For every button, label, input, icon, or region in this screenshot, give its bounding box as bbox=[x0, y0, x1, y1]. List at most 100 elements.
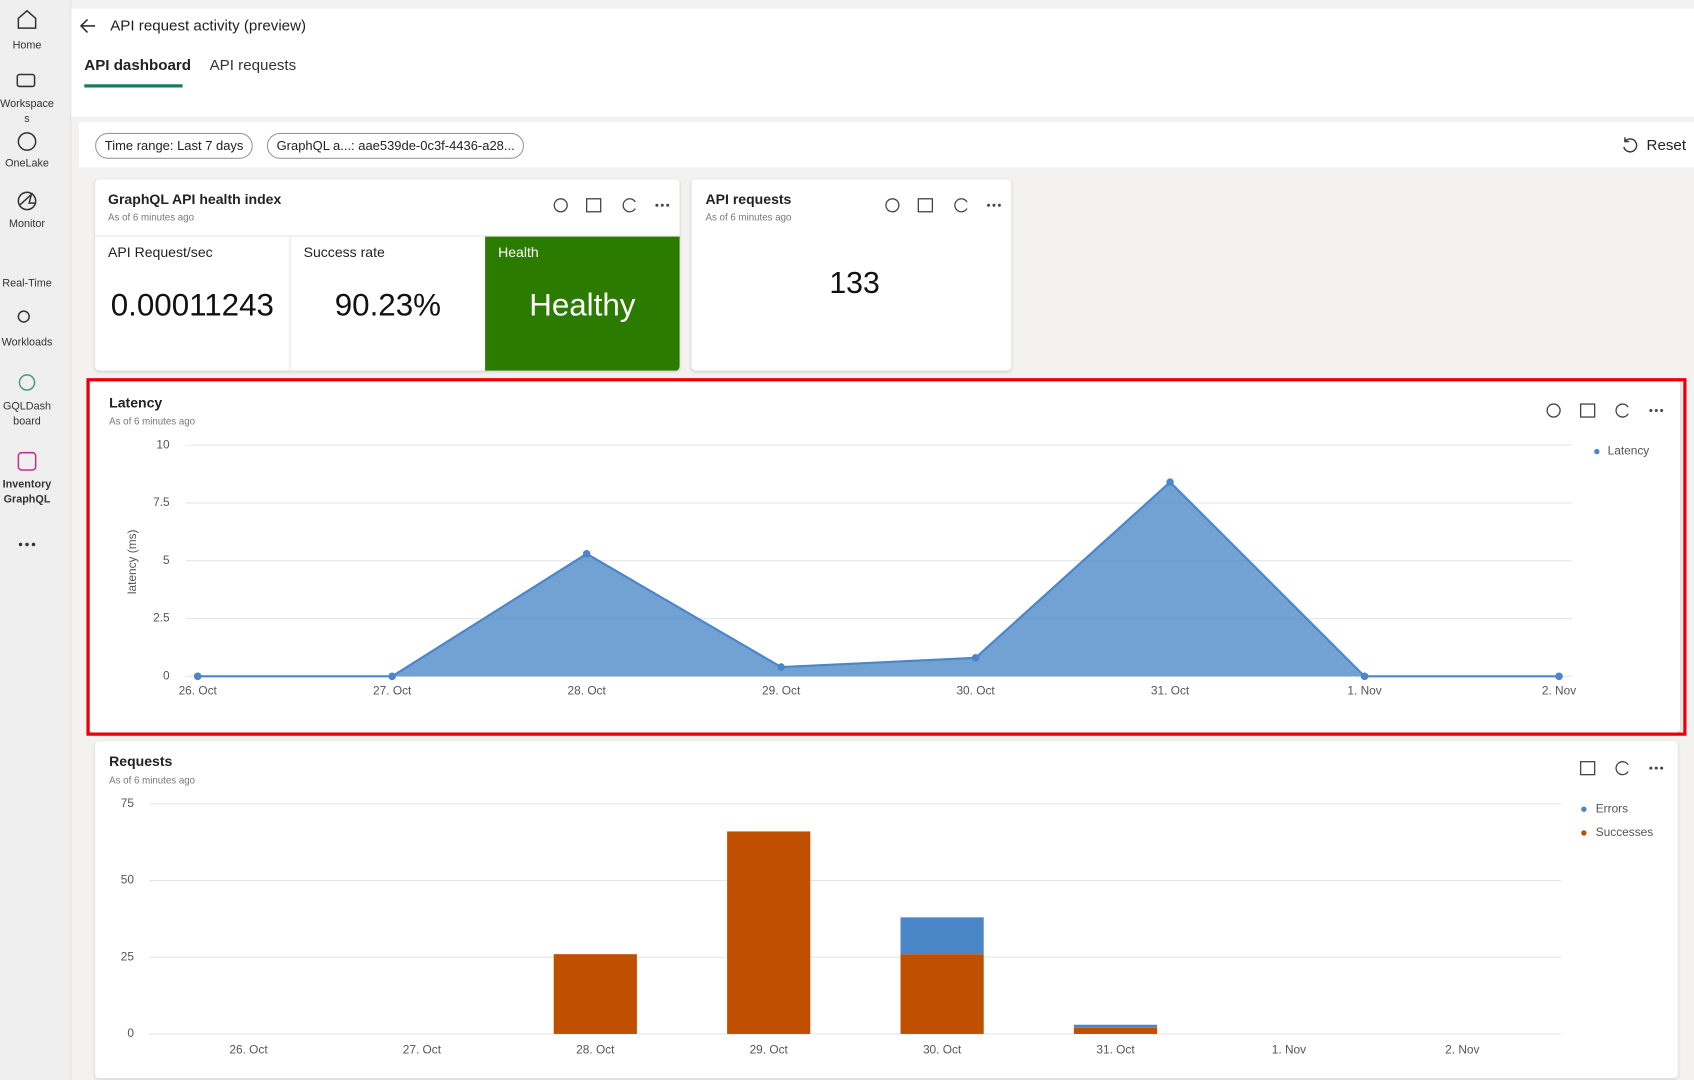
toolbar-icons bbox=[553, 198, 1629, 776]
y-tick-label: 2.5 bbox=[153, 611, 170, 625]
nav-item[interactable]: Workspaces bbox=[0, 98, 54, 126]
y-tick-label: 0 bbox=[163, 668, 170, 682]
tile-label: Success rate bbox=[303, 244, 385, 261]
point bbox=[1555, 672, 1563, 681]
requests-chart-card: Requests As of 6 minutes ago bbox=[95, 741, 1678, 1079]
point bbox=[971, 654, 980, 662]
onelake-icon bbox=[17, 132, 37, 151]
tile-label: API Request/sec bbox=[108, 244, 213, 261]
legend-marker bbox=[1581, 806, 1587, 812]
x-tick-label: 2. Nov bbox=[1445, 1042, 1479, 1056]
tile-value: 0.00011243 bbox=[110, 288, 274, 324]
card-title: Requests bbox=[109, 753, 173, 770]
tab-active[interactable]: API dashboard bbox=[84, 56, 192, 74]
legend-marker bbox=[1581, 830, 1587, 836]
nav-item[interactable]: Workloads bbox=[1, 337, 53, 349]
nav-item[interactable]: Real-Time bbox=[2, 277, 52, 290]
nav-icons bbox=[16, 9, 37, 547]
tile-value: 90.23% bbox=[334, 288, 441, 324]
divider bbox=[95, 235, 680, 237]
x-tick-label: 1. Nov bbox=[1347, 684, 1381, 698]
tile-value: Healthy bbox=[529, 288, 636, 324]
bar-segment bbox=[900, 954, 984, 1034]
y-tick-label: 0 bbox=[127, 1026, 134, 1040]
bar-segment bbox=[900, 917, 984, 955]
filter-chip[interactable]: Time range: Last 7 days bbox=[95, 132, 254, 159]
back-button[interactable] bbox=[78, 15, 100, 37]
x-tick-label: 31. Oct bbox=[1151, 684, 1190, 698]
y-tick-label: 10 bbox=[156, 437, 170, 451]
tile-label: Health bbox=[498, 244, 539, 261]
tab[interactable]: API requests bbox=[209, 56, 297, 74]
x-tick-label: 26. Oct bbox=[229, 1042, 268, 1056]
point bbox=[388, 672, 396, 681]
point bbox=[1360, 672, 1369, 681]
filter-chip[interactable]: GraphQL a...: aae539de-0c3f-4436-a28... bbox=[266, 132, 525, 159]
card-title: Latency bbox=[109, 394, 163, 411]
nav-item[interactable]: GQLDashboard bbox=[2, 400, 52, 428]
bar-segment bbox=[1073, 1027, 1158, 1034]
x-tick-label: 30. Oct bbox=[923, 1042, 962, 1056]
card-subtitle: As of 6 minutes ago bbox=[109, 415, 196, 427]
bar-segment bbox=[727, 831, 811, 1034]
tab-underline bbox=[84, 84, 183, 88]
filter-bar: Time range: Last 7 days GraphQL a...: aa… bbox=[78, 122, 1694, 168]
request-count: 133 bbox=[829, 265, 880, 300]
sidebar: Home Workspaces OneLake Monitor Real-Tim… bbox=[0, 0, 72, 1080]
monitor-icon bbox=[17, 191, 37, 211]
x-tick-label: 28. Oct bbox=[568, 684, 607, 698]
card-subtitle: As of 6 minutes ago bbox=[109, 774, 196, 786]
area bbox=[197, 482, 1560, 677]
x-tick-label: 29. Oct bbox=[750, 1042, 789, 1056]
y-tick-label: 50 bbox=[121, 873, 135, 887]
x-tick-label: 1. Nov bbox=[1272, 1042, 1306, 1056]
line bbox=[197, 480, 1560, 678]
legend-marker bbox=[1594, 448, 1600, 455]
point bbox=[1166, 478, 1174, 486]
x-tick-label: 27. Oct bbox=[403, 1042, 442, 1056]
bar-segment bbox=[1073, 1024, 1158, 1028]
card-subtitle: As of 6 minutes ago bbox=[705, 211, 792, 223]
x-tick-label: 27. Oct bbox=[373, 684, 412, 698]
x-tick-label: 2. Nov bbox=[1542, 684, 1576, 698]
highlight-box bbox=[86, 378, 1687, 736]
x-tick-label: 26. Oct bbox=[179, 684, 218, 698]
y-tick-label: 25 bbox=[121, 949, 135, 963]
point bbox=[193, 672, 202, 681]
legend-label: Successes bbox=[1596, 825, 1653, 839]
reset-icon bbox=[1623, 137, 1638, 153]
page-title: API request activity (preview) bbox=[110, 16, 307, 34]
nav-item[interactable]: Inventory GraphQL bbox=[2, 478, 52, 506]
dashboard-icon bbox=[18, 374, 36, 391]
legend-label: Latency bbox=[1608, 444, 1650, 458]
legend-label: Errors bbox=[1596, 801, 1628, 815]
card-title: API requests bbox=[705, 191, 792, 208]
more-icons bbox=[655, 203, 1664, 770]
nav-item[interactable]: Monitor bbox=[8, 218, 46, 231]
card-subtitle: As of 6 minutes ago bbox=[108, 211, 194, 223]
y-tick-label: 7.5 bbox=[153, 495, 170, 509]
y-axis-label: latency (ms) bbox=[125, 529, 139, 594]
workspaces-icon bbox=[16, 73, 36, 88]
metric-tile: API Request/sec 0.00011243 bbox=[95, 236, 291, 371]
home-icon bbox=[17, 9, 37, 29]
nav-item[interactable]: OneLake bbox=[5, 157, 49, 170]
metric-tile: Success rate 90.23% bbox=[291, 236, 487, 371]
x-tick-label: 29. Oct bbox=[762, 684, 801, 698]
nav-item[interactable]: Home bbox=[12, 39, 42, 52]
reset-button[interactable]: Reset bbox=[1646, 136, 1687, 154]
y-tick-label: 5 bbox=[163, 553, 170, 567]
card-title: GraphQL API health index bbox=[108, 191, 282, 208]
x-tick-label: 31. Oct bbox=[1096, 1042, 1135, 1056]
y-tick-label: 75 bbox=[121, 796, 135, 810]
x-tick-label: 28. Oct bbox=[576, 1042, 615, 1056]
point bbox=[777, 663, 785, 671]
header: API request activity (preview) API dashb… bbox=[71, 8, 1694, 117]
graphql-icon bbox=[17, 451, 37, 471]
health-tile: Health Healthy bbox=[485, 236, 681, 371]
point bbox=[582, 550, 591, 558]
x-tick-label: 30. Oct bbox=[956, 684, 995, 698]
